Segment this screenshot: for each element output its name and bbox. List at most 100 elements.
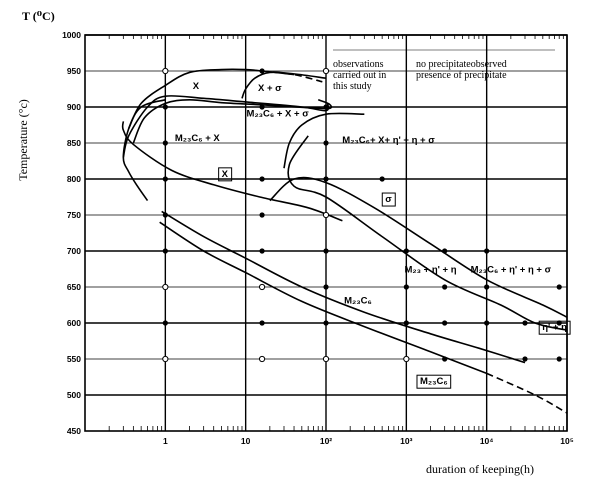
boxed-label: η' + η xyxy=(538,320,571,335)
boxed-label-text: σ xyxy=(385,194,392,205)
open-point xyxy=(258,283,266,291)
filled-point xyxy=(442,248,448,254)
legend-col1-line3: this study xyxy=(333,81,372,92)
filled-point xyxy=(162,320,168,326)
boxed-label-frame xyxy=(218,167,233,182)
x-axis-label: duration of keeping(h) xyxy=(426,462,534,476)
filled-point xyxy=(323,176,329,182)
y-tick-label: 450 xyxy=(67,426,81,436)
y-axis-label: Temperature (°c) xyxy=(16,99,30,181)
y-tick-label: 650 xyxy=(67,282,81,292)
filled-point xyxy=(403,248,409,254)
boxed-label-frame xyxy=(381,192,396,207)
curve-m23c6-chi-boundary xyxy=(122,99,166,202)
filled-point xyxy=(162,176,168,182)
filled-point xyxy=(323,284,329,290)
region-label: X + σ xyxy=(258,83,282,94)
y-tick-label: 750 xyxy=(67,210,81,220)
filled-point xyxy=(484,248,490,254)
x-tick-label: 10³ xyxy=(400,436,412,446)
filled-point xyxy=(259,248,265,254)
y-tick-label: 950 xyxy=(67,66,81,76)
curve-lower-tail-dashed xyxy=(486,372,568,414)
region-label: X xyxy=(193,81,200,92)
legend: observations carried out in this study n… xyxy=(333,59,507,92)
y-tick-label: 550 xyxy=(67,354,81,364)
x-tick-label: 10⁴ xyxy=(480,436,494,446)
open-point xyxy=(322,355,330,363)
curve-lower-tail xyxy=(159,221,487,375)
data-points xyxy=(162,67,562,363)
y-tick-label: 1000 xyxy=(62,30,81,40)
y-tick-label: 800 xyxy=(67,174,81,184)
filled-point xyxy=(259,68,265,74)
region-label: M₂₃ + η' + η xyxy=(404,265,456,276)
y-axis-top-label: T (⁰C) xyxy=(22,9,55,23)
boxed-label: M₂₃C₆ xyxy=(416,374,452,389)
boxed-label-text: η' + η xyxy=(542,322,567,333)
boxed-label: X xyxy=(218,167,233,182)
open-point xyxy=(162,355,169,363)
curve-chi-sigma-region xyxy=(241,71,327,99)
curve-chi-lower xyxy=(132,98,333,144)
x-tick-label: 10² xyxy=(320,436,332,446)
legend-col1-line1: observations xyxy=(333,59,384,70)
open-point xyxy=(322,67,330,75)
phase-curves xyxy=(121,68,568,414)
open-point xyxy=(162,67,169,75)
open-point xyxy=(403,355,410,363)
legend-col2-line1: no precipitateobserved xyxy=(416,59,507,70)
legend-col1-line2: carried out in xyxy=(333,70,386,81)
axes: 1000 950 900 850 800 750 700 650 600 550 500 450 1 10… xyxy=(62,30,574,446)
x-tick-label: 10⁵ xyxy=(560,436,573,446)
boxed-label-frame xyxy=(416,374,452,389)
plot-frame xyxy=(84,34,568,432)
x-tick-label: 10 xyxy=(241,436,251,446)
boxed-label-frame xyxy=(538,320,571,335)
region-label: M₂₃C₆ + η' + η + σ xyxy=(471,265,552,276)
filled-point xyxy=(259,176,265,182)
y-tick-label: 850 xyxy=(67,138,81,148)
filled-point xyxy=(162,248,168,254)
region-label: M₂₃C₆ + X + σ xyxy=(247,108,310,119)
curve-sigma-nose xyxy=(283,112,365,169)
curve-m23c6-lower xyxy=(161,210,526,364)
filled-point xyxy=(484,320,490,326)
y-tick-label: 700 xyxy=(67,246,81,256)
boxed-label-text: M₂₃C₆ xyxy=(420,376,448,387)
filled-point xyxy=(162,140,168,146)
filled-point xyxy=(403,320,409,326)
region-label: M₂₃C₆+ X+ η' + η + σ xyxy=(342,135,435,146)
filled-point xyxy=(323,140,329,146)
filled-point xyxy=(442,356,448,362)
filled-point xyxy=(162,104,168,110)
filled-point xyxy=(259,320,265,326)
filled-point xyxy=(379,176,385,182)
filled-point xyxy=(323,320,329,326)
curve-chi-nose xyxy=(121,121,343,222)
boxed-label: σ xyxy=(381,192,396,207)
region-labels: X X + σ M₂₃C₆ + X + σ M₂₃C₆ + X M₂₃C₆+ X+ η'… xyxy=(175,81,571,389)
filled-point xyxy=(259,104,265,110)
y-tick-label: 600 xyxy=(67,318,81,328)
x-tick-label: 1 xyxy=(163,436,168,446)
filled-point xyxy=(323,104,329,110)
filled-point xyxy=(522,320,528,326)
open-point xyxy=(258,355,266,363)
filled-point xyxy=(556,356,562,362)
open-point xyxy=(322,211,330,219)
legend-col2-line2: presence of precipitate xyxy=(416,70,507,81)
filled-point xyxy=(403,284,409,290)
region-label: M₂₃C₆ xyxy=(344,296,372,307)
filled-point xyxy=(442,284,448,290)
filled-point xyxy=(556,284,562,290)
open-point xyxy=(162,283,169,291)
y-tick-label: 500 xyxy=(67,390,81,400)
filled-point xyxy=(442,320,448,326)
y-tick-label: 900 xyxy=(67,102,81,112)
filled-point xyxy=(522,356,528,362)
filled-point xyxy=(323,248,329,254)
curve-m23c6-upper xyxy=(269,176,568,318)
curve-chi-envelope xyxy=(122,94,330,158)
